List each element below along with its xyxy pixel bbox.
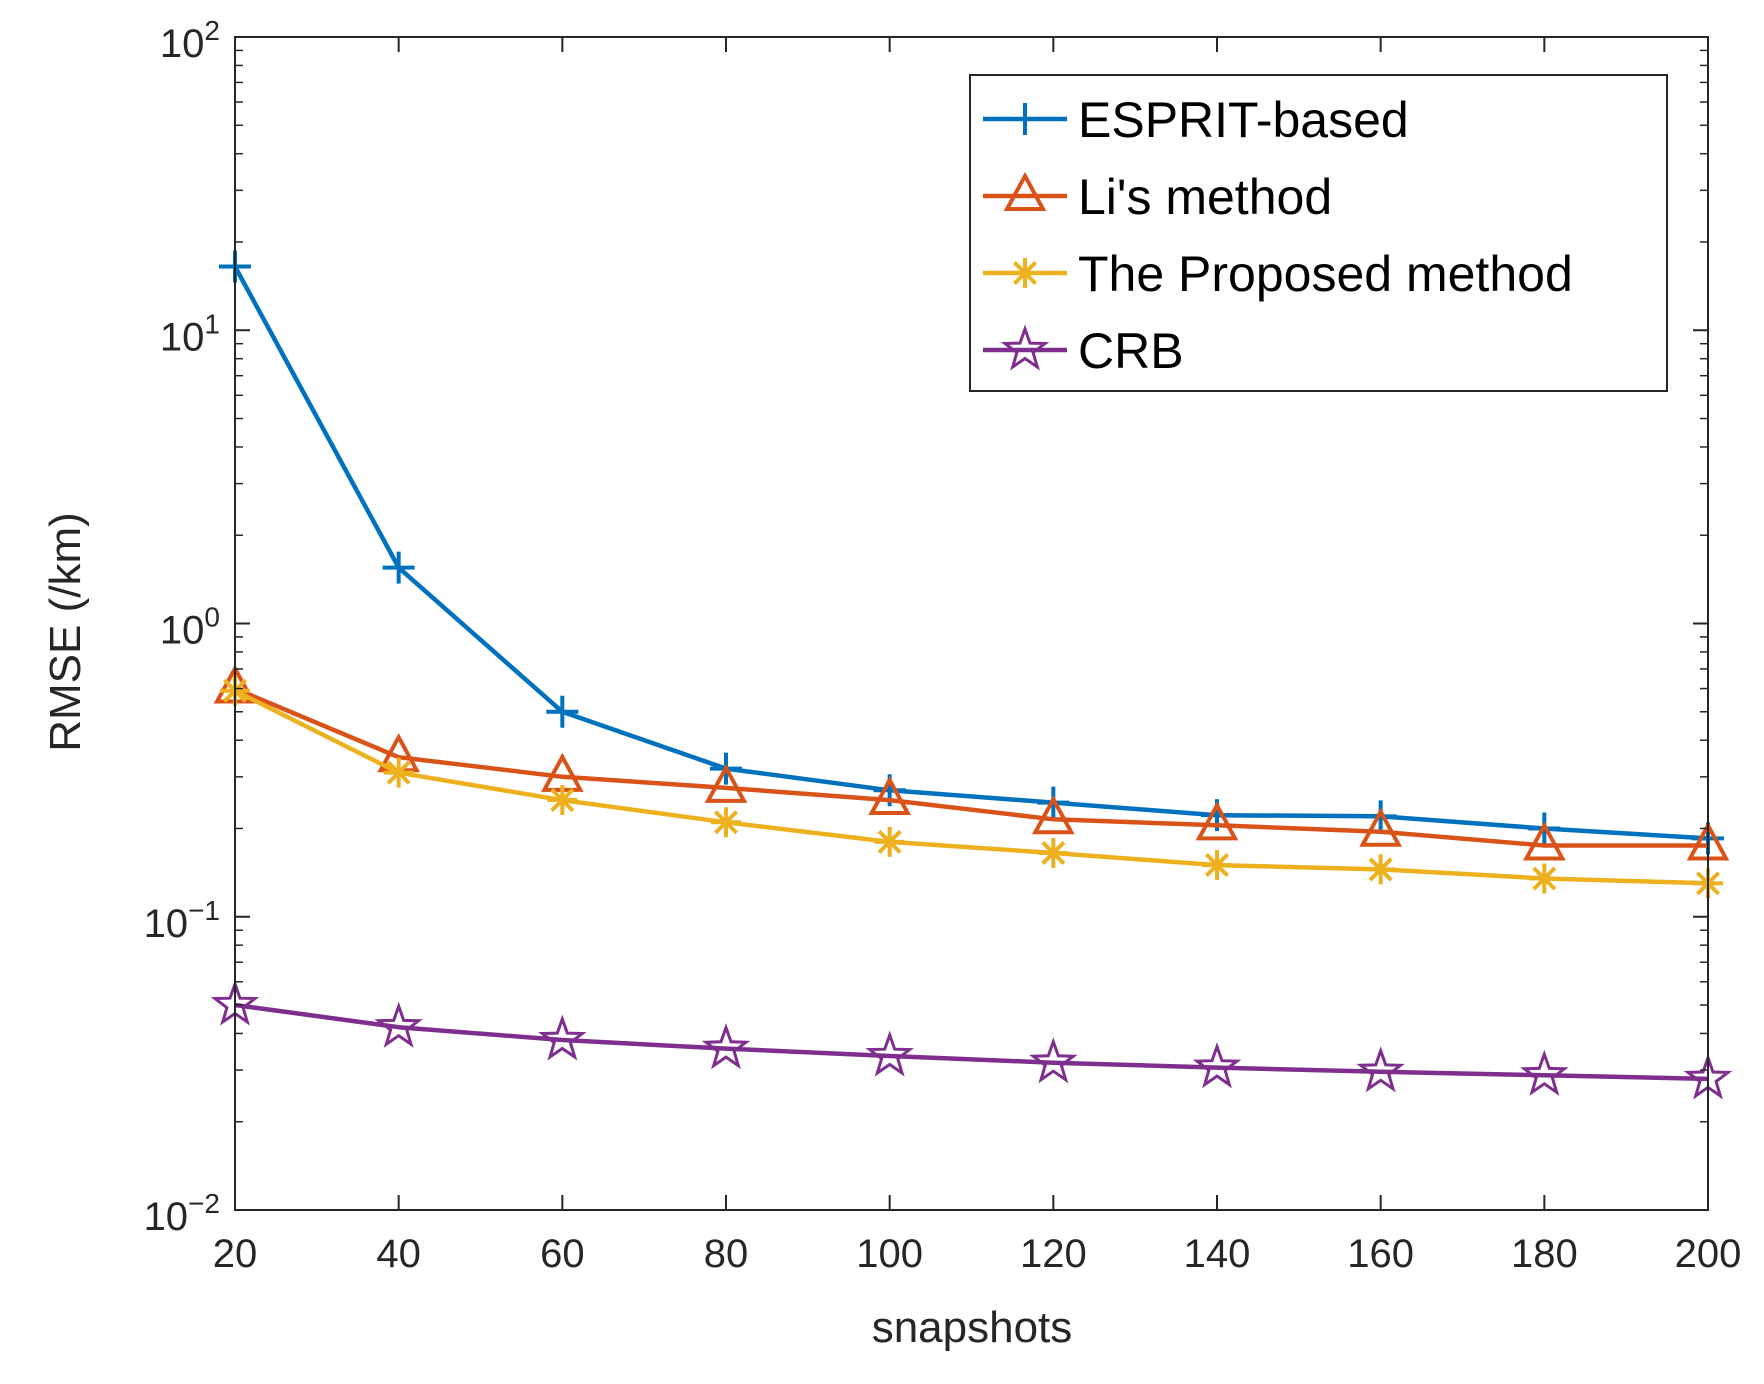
y-tick-label-exponent: 1 [204, 308, 220, 339]
x-tick-label: 120 [1020, 1232, 1087, 1276]
x-axis-label: snapshots [872, 1303, 1073, 1352]
data-point [874, 826, 905, 857]
data-point [865, 1030, 914, 1077]
plot-area [210, 250, 1733, 1100]
x-tick-label: 180 [1511, 1232, 1578, 1276]
y-tick-label-exponent: −2 [188, 1188, 220, 1219]
data-point [1195, 801, 1239, 841]
y-tick-label: 101 [160, 308, 220, 359]
x-tick-label: 60 [540, 1232, 585, 1276]
data-point [1038, 837, 1069, 868]
y-axis-label: RMSE (/km) [41, 512, 90, 752]
data-point [546, 695, 579, 728]
legend-marker [1010, 258, 1040, 288]
x-tick-label: 20 [213, 1232, 258, 1276]
y-tick-label-base: 10 [144, 902, 189, 946]
data-point [701, 1023, 751, 1070]
data-point [1364, 800, 1397, 833]
series-li-s-method [213, 664, 1730, 861]
data-point [1365, 854, 1396, 885]
data-point [374, 1001, 423, 1048]
data-point [1529, 863, 1560, 894]
axes: 20 40 60 80 100 120 140 160 180 20010210110010−11… [144, 15, 1742, 1276]
legend-entry: The Proposed method [983, 246, 1573, 302]
y-tick-label-base: 10 [160, 609, 205, 653]
y-tick-label-exponent: 0 [204, 602, 220, 633]
y-tick-label-base: 10 [160, 22, 205, 66]
y-tick-label-exponent: −1 [188, 895, 220, 926]
legend: ESPRIT-based Li's method The Proposed meth… [969, 74, 1668, 392]
legend-marker [1009, 103, 1041, 135]
series-line [233, 265, 1709, 841]
data-point [547, 785, 578, 816]
data-point [868, 775, 912, 816]
data-point [1520, 1049, 1569, 1096]
legend-label: CRB [1078, 323, 1184, 379]
data-point [538, 1014, 587, 1061]
y-tick-label: 10−2 [144, 1188, 220, 1239]
data-point [1192, 1042, 1242, 1089]
y-tick-label-base: 10 [160, 315, 205, 359]
data-point [711, 807, 741, 838]
data-point [383, 757, 414, 788]
legend-box [969, 74, 1668, 392]
x-tick-label: 40 [376, 1232, 421, 1276]
legend-entry: CRB [983, 323, 1184, 379]
x-tick-label: 80 [704, 1232, 749, 1276]
legend-marker [1000, 324, 1050, 371]
data-point [1202, 850, 1232, 881]
x-tick-label: 100 [856, 1232, 923, 1276]
series-line [234, 686, 1708, 848]
y-tick-label-exponent: 2 [204, 15, 220, 46]
series-line [233, 688, 1709, 886]
x-tick-label: 160 [1347, 1232, 1414, 1276]
legend-label: ESPRIT-based [1078, 92, 1409, 148]
series-line [234, 1002, 1709, 1082]
data-point [1031, 795, 1075, 835]
x-tick-label: 200 [1675, 1232, 1742, 1276]
legend-label: Li's method [1078, 169, 1332, 225]
y-tick-label: 100 [160, 602, 220, 653]
data-point [1359, 807, 1403, 847]
y-tick-label: 10−1 [144, 895, 220, 946]
y-tick-label-base: 10 [144, 1195, 189, 1239]
y-tick-label: 102 [160, 15, 220, 66]
data-point [1356, 1046, 1405, 1093]
data-point [382, 551, 415, 584]
series-the-proposed-method [220, 675, 1723, 899]
data-point [704, 763, 748, 803]
legend-entry: Li's method [983, 169, 1332, 225]
legend-label: The Proposed method [1078, 246, 1573, 302]
legend-entry: ESPRIT-based [983, 92, 1409, 148]
data-point [1522, 821, 1566, 861]
data-point [1029, 1037, 1078, 1084]
legend-marker [1003, 171, 1047, 211]
x-tick-label: 140 [1184, 1232, 1251, 1276]
